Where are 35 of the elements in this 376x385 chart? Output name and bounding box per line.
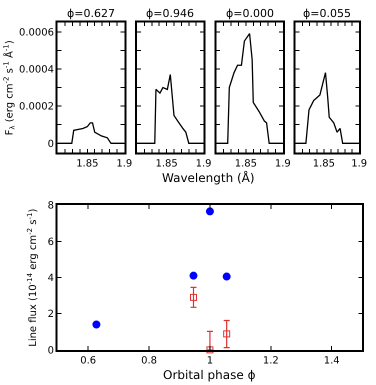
x-tick-label: 1.4 — [324, 356, 340, 367]
x-tick-label: 1.9 — [274, 158, 291, 170]
y-tick-label: 6 — [48, 236, 54, 248]
point — [92, 320, 100, 328]
x-tick-label: 1.9 — [116, 158, 132, 170]
chart-title: ϕ=0.946 — [146, 7, 194, 20]
chart-title: ϕ=0.000 — [226, 7, 274, 20]
chart-title: ϕ=0.055 — [303, 7, 351, 20]
y-tick-label: 2 — [48, 309, 54, 320]
point — [190, 272, 198, 280]
point — [206, 346, 214, 354]
x-tick-label: 0.6 — [80, 356, 96, 367]
x-tick-label: 0.8 — [141, 356, 158, 367]
point — [206, 207, 214, 216]
x-axis-title: Orbital phase ϕ — [163, 368, 256, 382]
x-tick-label: 1.9 — [351, 158, 368, 170]
x-axis-title: Wavelength (Å) — [162, 170, 255, 185]
y-tick-label: 0.0002 — [18, 102, 54, 113]
y-tick-label: 0.0006 — [18, 27, 54, 38]
y-tick-label: 0 — [48, 138, 54, 150]
y-tick-label: 8 — [48, 200, 54, 212]
x-tick-label: 1.85 — [155, 158, 178, 170]
point — [223, 330, 230, 338]
x-tick-label: 1 — [206, 356, 214, 367]
x-tick-label: 1.9 — [196, 158, 212, 170]
x-tick-label: 1.85 — [76, 158, 98, 170]
chart-title: ϕ=0.627 — [67, 7, 115, 20]
y-tick-label: 0 — [48, 345, 54, 356]
point — [222, 272, 231, 281]
y-tick-label: 0.0004 — [18, 64, 54, 76]
y-tick-label: 4 — [48, 272, 54, 284]
x-tick-label: 1.85 — [234, 158, 258, 170]
x-tick-label: 1.2 — [262, 356, 279, 367]
x-tick-label: 1.85 — [312, 158, 335, 170]
point — [190, 294, 197, 301]
